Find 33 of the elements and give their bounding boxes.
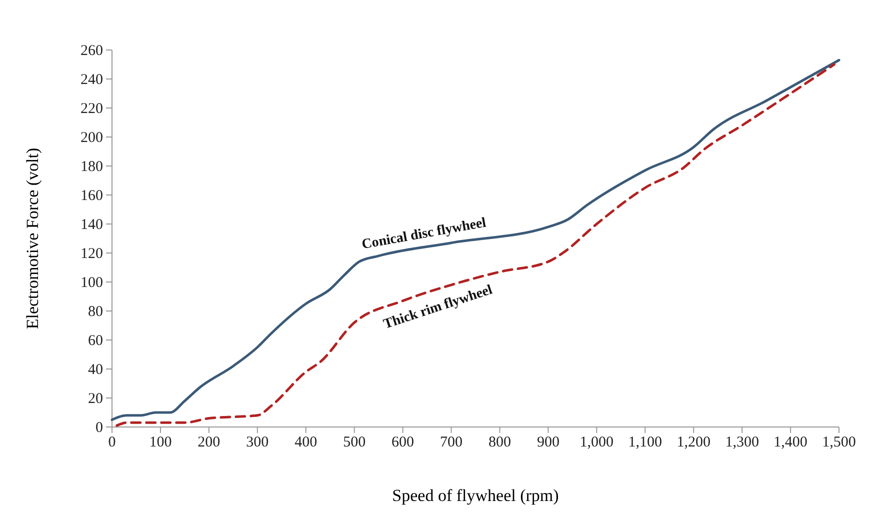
x-tick-label: 1,000: [580, 434, 614, 451]
y-tick-label: 240: [80, 72, 103, 88]
x-tick-label: 1,500: [822, 434, 856, 451]
x-tick-label: 0: [108, 434, 116, 451]
x-tick-label: 500: [343, 434, 366, 451]
y-tick-label: 160: [80, 188, 103, 204]
y-axis-title: Electromotive Force (volt): [23, 148, 42, 330]
x-tick-label: 1,400: [774, 434, 808, 451]
x-tick-label: 900: [536, 434, 560, 451]
y-tick-label: 220: [80, 100, 103, 117]
y-tick-label: 180: [80, 158, 103, 175]
x-tick-label: 400: [294, 434, 318, 451]
y-tick-label: 120: [80, 246, 103, 262]
y-tick-label: 40: [88, 362, 103, 378]
y-tick-label: 20: [88, 390, 103, 407]
y-tick-label: 60: [88, 332, 103, 349]
text: Conical disc flywheel: [360, 216, 488, 253]
x-tick-label: 1,100: [628, 434, 662, 451]
y-tick-label: 100: [80, 274, 103, 291]
x-tick-label: 300: [246, 434, 269, 451]
y-tick-label: 140: [80, 216, 103, 233]
x-tick-label: 600: [392, 434, 414, 451]
y-tick-label: 200: [80, 130, 103, 146]
x-tick-label: 1,300: [725, 434, 759, 451]
x-tick-label: 1,200: [676, 434, 710, 451]
y-tick-label: 80: [88, 304, 103, 320]
x-tick-label: 700: [440, 434, 463, 451]
x-tick-label: 800: [488, 434, 511, 451]
x-tick-label: 100: [149, 434, 172, 451]
y-tick-label: 260: [80, 42, 103, 59]
y-tick-label: 0: [96, 420, 103, 436]
x-axis-title: Speed of flywheel (rpm): [392, 486, 559, 505]
x-tick-label: 200: [198, 434, 220, 451]
